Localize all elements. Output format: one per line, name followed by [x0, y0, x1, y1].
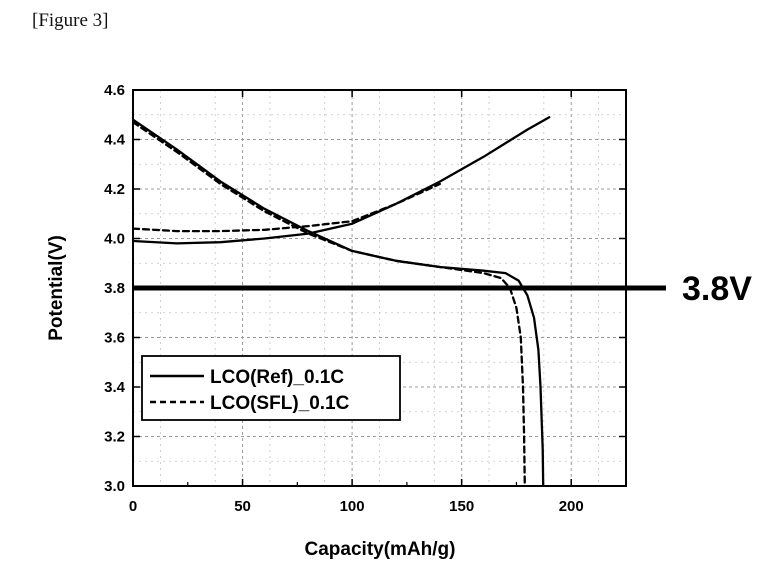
y-tick-label: 3.0: [104, 478, 125, 495]
x-axis-label: Capacity(mAh/g): [305, 539, 456, 560]
x-tick-label: 150: [449, 498, 474, 515]
y-tick-label: 4.6: [104, 82, 125, 99]
y-tick-label: 3.4: [104, 379, 126, 396]
y-tick-label: 3.8: [104, 280, 125, 297]
y-axis-label: Potential(V): [46, 235, 67, 341]
x-tick-label: 100: [340, 498, 365, 515]
x-tick-label: 200: [559, 498, 584, 515]
legend-label: LCO(SFL)_0.1C: [210, 393, 350, 414]
legend: LCO(Ref)_0.1C LCO(SFL)_0.1C: [142, 356, 400, 420]
y-tick-label: 4.0: [104, 231, 125, 248]
x-tick-label: 0: [129, 498, 137, 515]
x-tick-label: 50: [234, 498, 251, 515]
y-tick-label: 3.2: [104, 429, 125, 446]
y-tick-label: 4.2: [104, 181, 125, 198]
reference-line-label: 3.8V: [682, 270, 752, 308]
y-tick-label: 3.6: [104, 330, 125, 347]
y-tick-label: 4.4: [104, 132, 126, 149]
legend-label: LCO(Ref)_0.1C: [210, 367, 344, 388]
